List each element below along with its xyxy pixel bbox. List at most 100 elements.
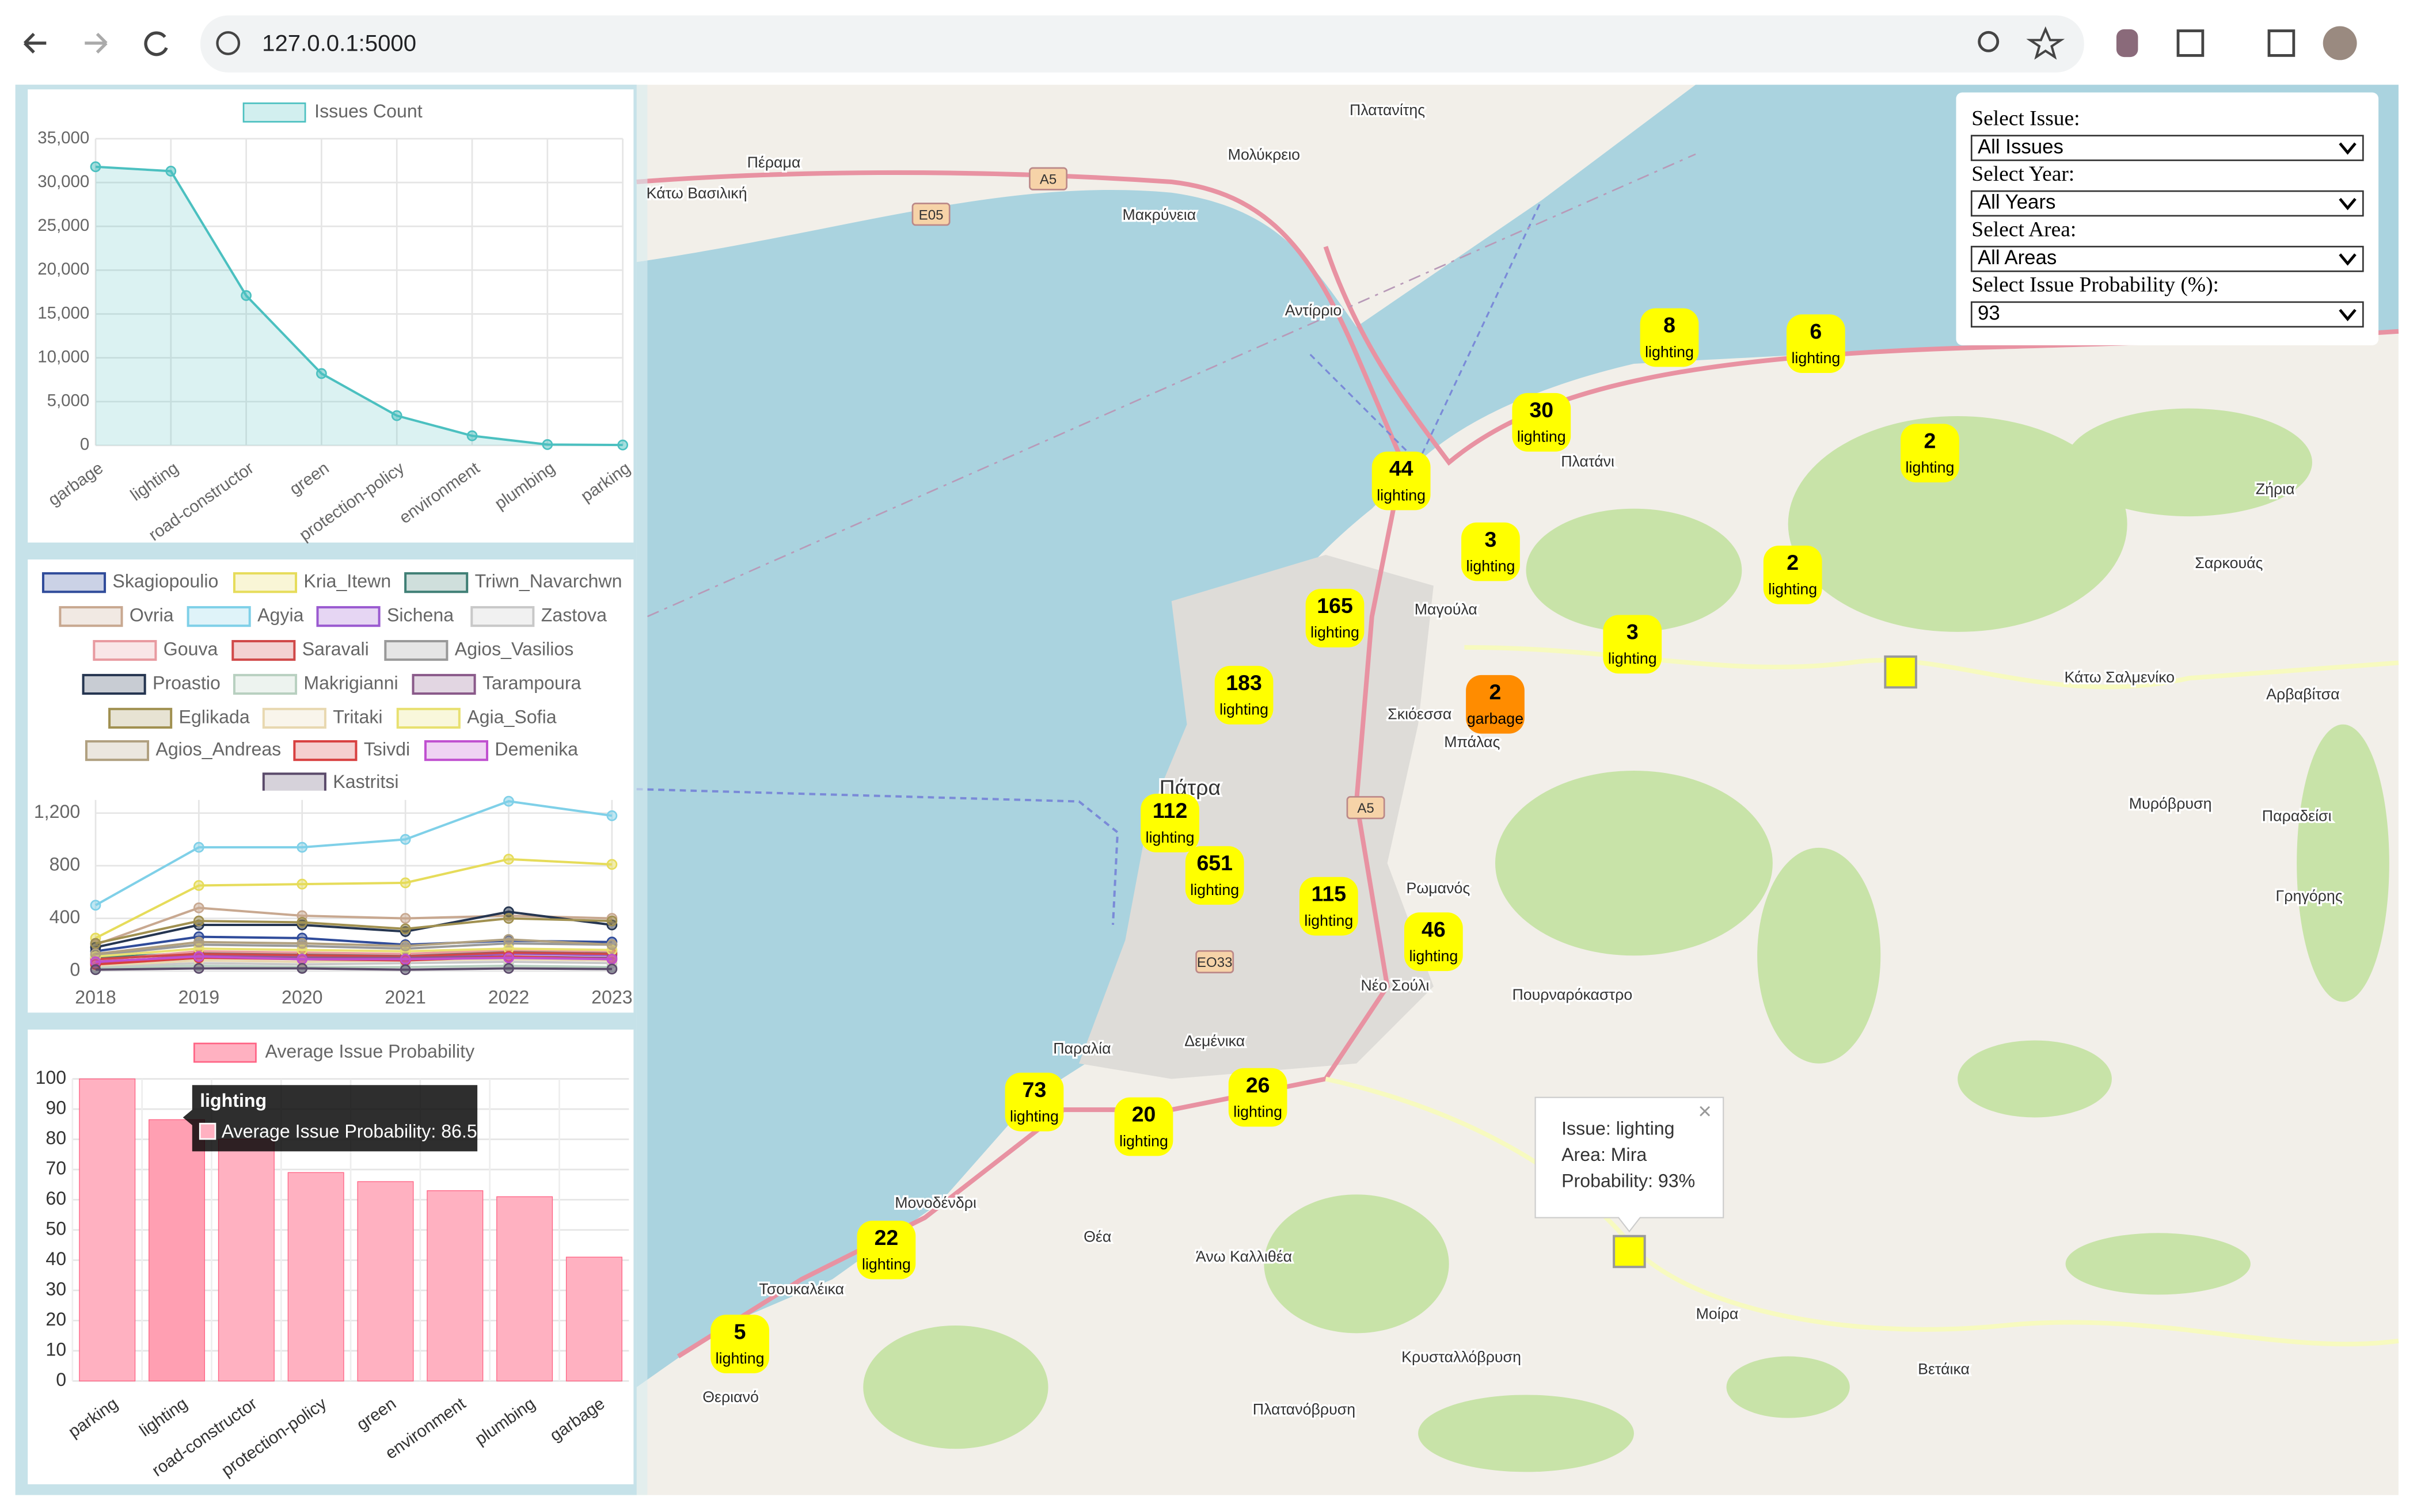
point[interactable] <box>617 439 628 451</box>
cluster-marker[interactable] <box>1005 1072 1064 1132</box>
cluster-marker[interactable] <box>1404 912 1463 972</box>
cluster-count[interactable]: 112 <box>1153 798 1187 822</box>
select-box[interactable] <box>1970 301 2364 328</box>
point[interactable] <box>241 290 252 301</box>
cluster-marker[interactable] <box>1228 1068 1287 1127</box>
point[interactable] <box>193 951 204 962</box>
legend-label[interactable]: Gouva <box>164 639 218 660</box>
cluster-marker[interactable] <box>1763 545 1822 604</box>
cluster-issue[interactable]: lighting <box>1146 829 1195 846</box>
legend-label[interactable]: Proastio <box>153 672 221 693</box>
select-value[interactable]: 93 <box>1978 302 2000 324</box>
point[interactable] <box>193 880 204 891</box>
legend-label[interactable]: Agios_Vasilios <box>455 639 574 660</box>
point[interactable] <box>297 878 308 890</box>
bar[interactable] <box>149 1119 206 1382</box>
select-value[interactable]: All Areas <box>1978 246 2057 269</box>
reload-button[interactable] <box>144 31 168 56</box>
back-button[interactable] <box>23 33 47 54</box>
point[interactable] <box>297 938 308 949</box>
issue-point[interactable] <box>1884 655 1917 689</box>
cluster-issue[interactable]: lighting <box>1119 1132 1168 1149</box>
cluster-issue[interactable]: lighting <box>1906 459 1955 476</box>
point[interactable] <box>193 936 204 948</box>
legend-swatch[interactable] <box>404 572 469 593</box>
cluster-issue[interactable]: lighting <box>1517 428 1566 445</box>
cluster-count[interactable]: 2 <box>1924 428 1936 452</box>
cluster-count[interactable]: 2 <box>1787 550 1799 574</box>
cluster-marker[interactable] <box>1371 451 1431 511</box>
legend-swatch[interactable] <box>293 740 358 761</box>
cluster-issue[interactable]: lighting <box>1304 912 1353 929</box>
cluster-count[interactable]: 46 <box>1422 917 1446 941</box>
cluster-issue[interactable]: lighting <box>716 1350 765 1367</box>
cluster-count[interactable]: 22 <box>875 1225 899 1250</box>
select-box[interactable] <box>1970 190 2364 217</box>
point[interactable] <box>193 841 204 853</box>
bar[interactable] <box>218 1138 275 1382</box>
point[interactable] <box>400 913 411 924</box>
cluster-marker[interactable] <box>1466 675 1525 734</box>
legend-label[interactable]: Demenika <box>495 739 578 760</box>
point[interactable] <box>400 940 411 951</box>
legend-label[interactable]: Makrigianni <box>303 672 398 693</box>
point[interactable] <box>400 877 411 889</box>
legend-label[interactable]: Agios_Andreas <box>155 739 281 760</box>
point[interactable] <box>400 923 411 935</box>
point[interactable] <box>90 900 101 911</box>
legend-label[interactable]: Agia_Sofia <box>467 706 557 727</box>
legend-swatch[interactable] <box>424 740 489 761</box>
point[interactable] <box>400 964 411 976</box>
cluster-marker[interactable] <box>1901 424 1959 483</box>
legend-swatch[interactable] <box>470 606 535 627</box>
cluster-marker[interactable] <box>1185 846 1244 905</box>
point[interactable] <box>606 939 618 950</box>
point[interactable] <box>503 934 514 945</box>
legend-swatch[interactable] <box>412 673 476 695</box>
point[interactable] <box>297 841 308 853</box>
extensions-button[interactable] <box>2176 29 2205 57</box>
point[interactable] <box>503 795 514 807</box>
bar[interactable] <box>565 1256 622 1382</box>
point[interactable] <box>606 915 618 927</box>
legend-swatch[interactable] <box>187 606 251 627</box>
legend-label[interactable]: Sichena <box>387 605 454 626</box>
point[interactable] <box>90 964 101 976</box>
cluster-marker[interactable] <box>1603 615 1662 674</box>
legend-label[interactable]: Eglikada <box>179 706 250 727</box>
cluster-count[interactable]: 2 <box>1489 680 1502 704</box>
cluster-marker[interactable] <box>1114 1097 1173 1156</box>
point[interactable] <box>606 859 618 870</box>
point[interactable] <box>193 915 204 927</box>
cluster-marker[interactable] <box>1461 522 1520 581</box>
point[interactable] <box>90 938 101 949</box>
bar[interactable] <box>79 1078 136 1382</box>
point[interactable] <box>606 954 618 965</box>
point[interactable] <box>503 952 514 963</box>
cluster-marker[interactable] <box>710 1315 769 1373</box>
cluster-count[interactable]: 651 <box>1196 851 1233 875</box>
bar[interactable] <box>287 1172 344 1382</box>
cluster-count[interactable]: 8 <box>1663 313 1675 337</box>
cluster-issue[interactable]: garbage <box>1467 710 1523 728</box>
cluster-issue[interactable]: lighting <box>1233 1103 1282 1121</box>
legend-swatch[interactable] <box>93 639 157 661</box>
select-box[interactable] <box>1970 135 2364 161</box>
legend-label[interactable]: Zastova <box>541 605 607 626</box>
bar[interactable] <box>496 1196 553 1382</box>
point[interactable] <box>466 430 478 441</box>
point[interactable] <box>400 834 411 845</box>
select-value[interactable]: All Years <box>1978 191 2055 214</box>
legend-label[interactable]: Kria_Itewn <box>303 571 391 592</box>
cluster-count[interactable]: 6 <box>1810 319 1822 343</box>
cluster-marker[interactable] <box>1299 877 1358 936</box>
cluster-count[interactable]: 73 <box>1023 1077 1047 1102</box>
address-bar[interactable] <box>200 15 2084 73</box>
point[interactable] <box>503 963 514 974</box>
legend-swatch[interactable] <box>384 639 449 661</box>
cluster-issue[interactable]: lighting <box>1608 650 1657 667</box>
profile-avatar[interactable] <box>2323 26 2357 60</box>
point[interactable] <box>400 954 411 965</box>
point[interactable] <box>193 902 204 913</box>
cluster-issue[interactable]: lighting <box>1768 581 1817 598</box>
